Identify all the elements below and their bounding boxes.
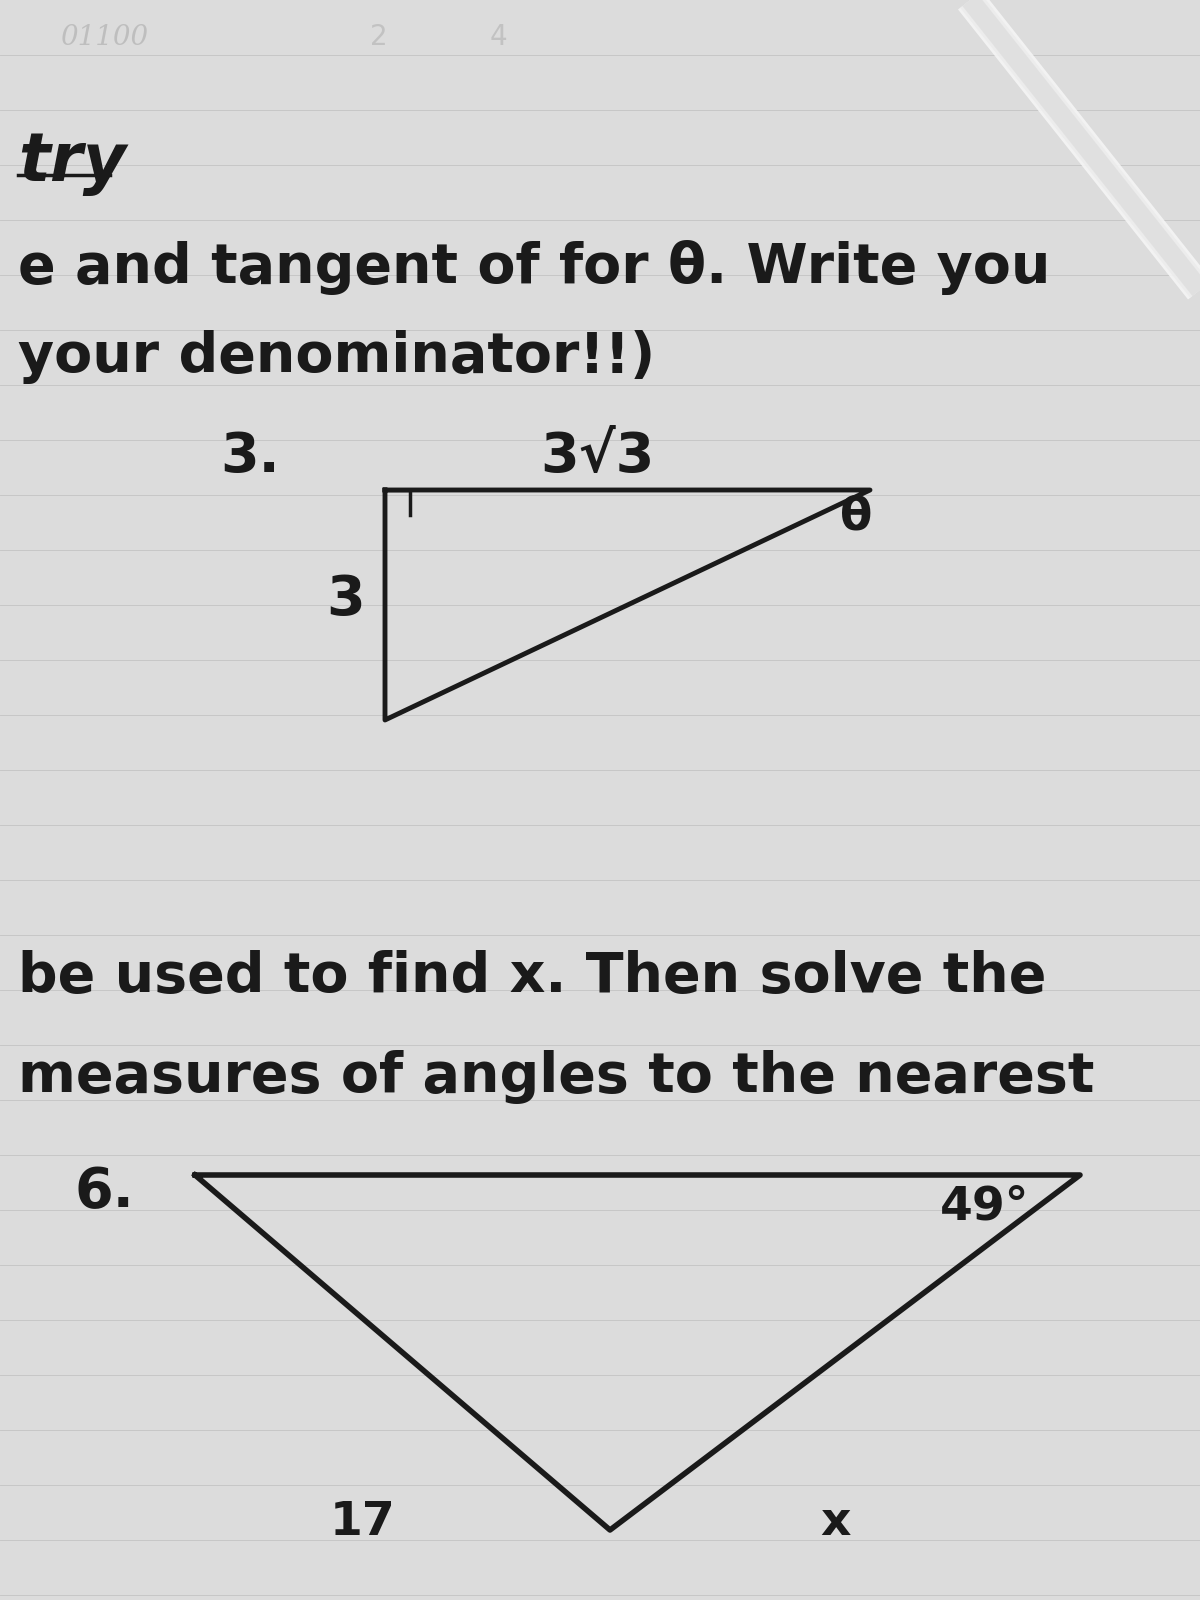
Text: 6.: 6. — [74, 1165, 134, 1219]
Text: 01100: 01100 — [60, 24, 148, 51]
Text: 3√3: 3√3 — [540, 430, 654, 483]
Text: x: x — [820, 1501, 851, 1546]
Text: 3.: 3. — [220, 430, 280, 483]
Text: measures of angles to the nearest: measures of angles to the nearest — [18, 1050, 1094, 1104]
Text: 49°: 49° — [940, 1186, 1030, 1230]
Text: your denominator!!): your denominator!!) — [18, 330, 655, 384]
Text: e and tangent of for θ. Write you: e and tangent of for θ. Write you — [18, 240, 1050, 294]
Text: be used to find x. Then solve the: be used to find x. Then solve the — [18, 950, 1046, 1005]
Text: θ: θ — [840, 494, 872, 541]
Text: 2: 2 — [370, 22, 388, 51]
Text: 4: 4 — [490, 22, 508, 51]
Text: try: try — [18, 130, 126, 195]
Text: 3: 3 — [326, 573, 365, 627]
Text: 17: 17 — [330, 1501, 396, 1546]
